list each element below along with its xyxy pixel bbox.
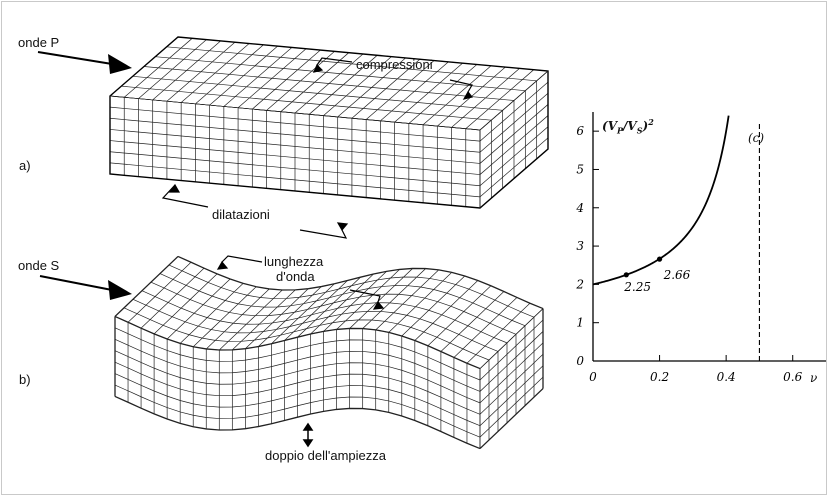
- panel-a-letter: a): [19, 158, 31, 173]
- dilatations-bracket: [161, 183, 349, 239]
- p-wave-arrow: [37, 51, 132, 74]
- data-point: [656, 256, 663, 262]
- velocity-ratio-chart: 0 1 2 3 4 5 6 0 0.2 0.4 0.6 2.25 2.66: [575, 112, 826, 384]
- panel-b-letter: b): [19, 372, 31, 387]
- p-wave-grid-block: [109, 36, 549, 209]
- y-axis-label: (VP/VS)2: [602, 117, 654, 136]
- dilatations-label: dilatazioni: [212, 207, 270, 222]
- amplitude-label: doppio dell'ampiezza: [265, 448, 387, 463]
- s-wave-grid-block: [114, 255, 544, 450]
- wavelength-label-line1: lunghezza: [264, 254, 324, 269]
- compressions-label: compressioni: [356, 57, 433, 72]
- y-tick-label: 1: [576, 316, 584, 330]
- y-tick-label: 5: [576, 162, 584, 176]
- panel-c-letter: (c): [748, 131, 765, 145]
- s-wave-arrow: [39, 275, 132, 300]
- y-tick-label: 6: [576, 124, 584, 138]
- x-tick-label: 0.2: [650, 370, 669, 384]
- wavelength-bracket: [216, 255, 385, 310]
- y-tick-label: 3: [576, 239, 584, 253]
- data-label: 2.66: [663, 268, 691, 282]
- s-wave-label: onde S: [18, 258, 60, 273]
- wavelength-label-line2: d'onda: [276, 269, 315, 284]
- data-label: 2.25: [623, 280, 651, 294]
- x-tick-label: 0: [589, 370, 597, 384]
- y-tick-label: 0: [576, 354, 584, 368]
- p-wave-label: onde P: [18, 35, 60, 50]
- compressions-bracket: [312, 57, 474, 100]
- amplitude-arrow: [302, 422, 314, 448]
- x-tick-label: 0.4: [717, 370, 736, 384]
- x-axis-label: ν: [810, 371, 818, 385]
- y-tick-label: 2: [575, 277, 584, 291]
- y-tick-label: 4: [575, 201, 584, 215]
- x-tick-label: 0.6: [783, 370, 802, 384]
- data-point: [623, 272, 629, 278]
